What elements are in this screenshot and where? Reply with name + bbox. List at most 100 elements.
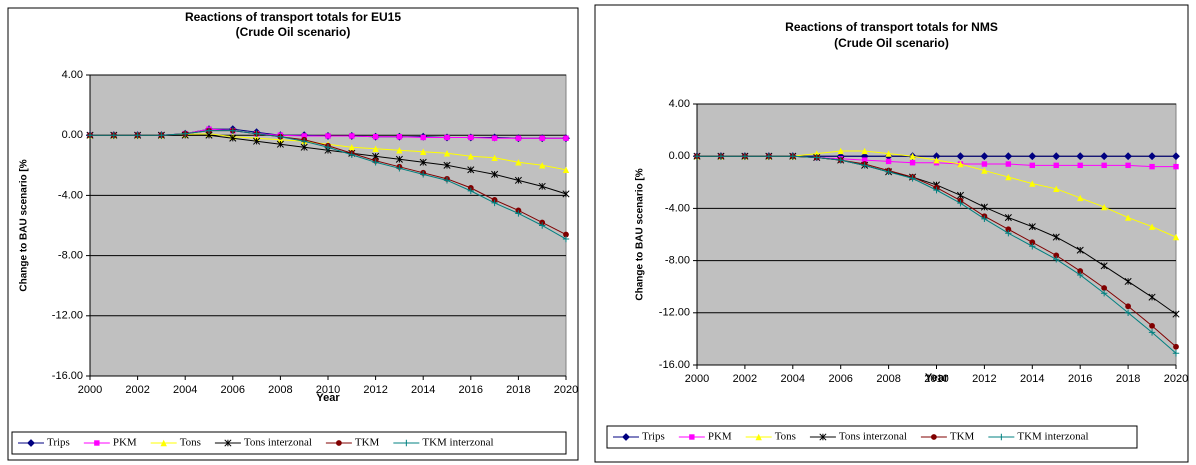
marker	[396, 165, 403, 172]
marker	[515, 159, 522, 166]
marker	[491, 199, 498, 207]
x-tick-label: 2020	[554, 384, 578, 396]
y-tick-label: -4.00	[665, 202, 690, 214]
marker	[1148, 329, 1156, 336]
marker	[885, 158, 892, 165]
marker	[1028, 152, 1037, 161]
marker	[468, 134, 474, 141]
marker	[819, 433, 827, 441]
marker	[861, 162, 868, 169]
marker	[467, 166, 475, 174]
x-tick-label: 2014	[411, 384, 435, 396]
marker	[981, 215, 988, 223]
marker	[491, 135, 498, 141]
y-tick-label: 4.00	[669, 98, 690, 110]
marker	[562, 166, 570, 174]
marker	[158, 132, 165, 139]
marker	[420, 148, 427, 155]
marker	[301, 133, 307, 139]
marker	[1148, 293, 1156, 301]
x-tick-label: 2000	[78, 384, 102, 396]
marker	[301, 138, 308, 145]
marker	[1005, 229, 1012, 237]
y-axis-title: Change to BAU scenario [%	[635, 168, 646, 300]
chart-subtitle: (Crude Oil scenario)	[236, 25, 351, 39]
marker	[420, 134, 426, 141]
x-axis-title: Year	[316, 392, 340, 404]
legend-label: TKM	[355, 437, 380, 449]
marker	[1004, 213, 1012, 222]
marker	[160, 439, 167, 447]
marker	[1101, 162, 1107, 169]
marker	[372, 145, 379, 152]
legend-box	[606, 425, 1138, 449]
marker	[539, 162, 546, 169]
x-tick-label: 2018	[1116, 373, 1140, 385]
x-tick-label: 2020	[1164, 373, 1188, 385]
marker	[27, 439, 35, 447]
marker	[1173, 343, 1179, 350]
marker	[1029, 243, 1036, 250]
marker	[789, 153, 796, 160]
y-tick-label: 0.00	[669, 150, 690, 162]
legend-label: Trips	[642, 431, 665, 443]
legend-label: PKM	[708, 431, 732, 443]
marker	[539, 135, 545, 141]
marker	[539, 222, 546, 229]
marker	[741, 153, 749, 160]
marker	[443, 177, 451, 184]
marker	[1052, 233, 1060, 241]
marker	[1124, 152, 1133, 161]
marker	[515, 135, 522, 141]
marker	[1101, 285, 1108, 291]
marker	[396, 147, 403, 154]
marker	[980, 152, 989, 161]
marker	[349, 133, 355, 139]
marker	[1052, 152, 1061, 161]
marker	[1053, 252, 1060, 259]
marker	[981, 161, 988, 167]
marker	[1124, 277, 1132, 286]
marker	[957, 160, 964, 168]
legend-label: Tons	[775, 431, 796, 443]
marker	[229, 134, 237, 142]
legend-label: Trips	[47, 437, 70, 449]
marker	[1100, 203, 1108, 211]
marker	[467, 187, 474, 195]
marker	[1100, 262, 1108, 270]
marker	[885, 168, 892, 176]
marker	[909, 175, 916, 182]
x-tick-label: 2018	[506, 384, 530, 396]
marker	[563, 135, 569, 141]
legend-label: PKM	[113, 437, 137, 449]
marker	[1124, 214, 1132, 221]
marker	[395, 155, 403, 163]
marker	[205, 127, 213, 134]
chart-subtitle: (Crude Oil scenario)	[834, 36, 949, 50]
marker	[837, 147, 844, 155]
legend-label: Tons interzonal	[839, 431, 907, 443]
marker	[419, 158, 427, 166]
marker	[957, 199, 964, 207]
marker	[1172, 152, 1180, 161]
marker	[1028, 223, 1036, 231]
marker	[1029, 162, 1035, 169]
marker	[443, 150, 451, 157]
marker	[444, 134, 450, 141]
marker	[981, 167, 988, 174]
marker	[514, 176, 522, 184]
marker	[1077, 271, 1084, 279]
marker	[324, 144, 332, 151]
marker	[1100, 152, 1109, 161]
marker	[1172, 350, 1180, 357]
marker	[348, 144, 355, 151]
marker	[515, 210, 522, 217]
marker	[1029, 239, 1036, 246]
marker	[1005, 161, 1012, 167]
marker	[1077, 162, 1083, 169]
marker	[300, 143, 308, 151]
marker	[420, 171, 427, 178]
marker	[134, 132, 141, 139]
marker	[1173, 163, 1179, 170]
